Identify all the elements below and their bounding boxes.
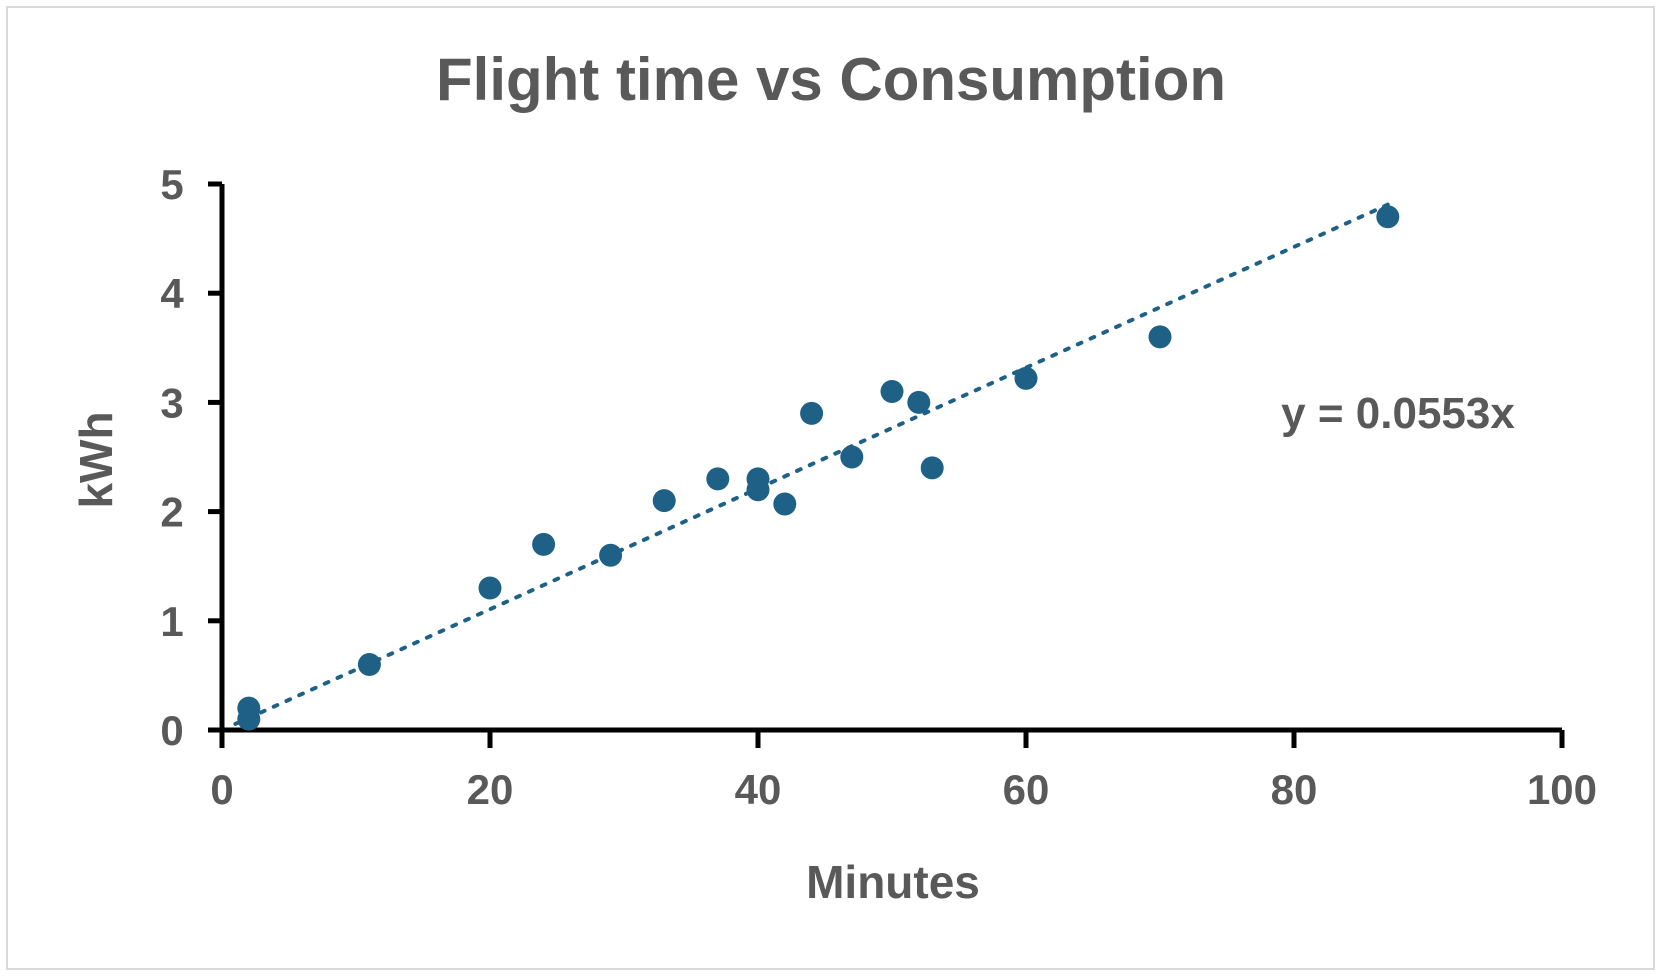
data-point: [357, 652, 381, 676]
data-point: [599, 543, 623, 567]
y-tick-label: 4: [160, 270, 184, 317]
trendline-equation: y = 0.0553x: [1281, 389, 1515, 438]
data-point: [1148, 325, 1172, 349]
chart-frame: [6, 6, 1655, 970]
x-tick-label: 40: [735, 766, 782, 813]
data-point: [706, 467, 730, 491]
data-point: [920, 456, 944, 480]
x-tick-label: 20: [467, 766, 514, 813]
data-point: [773, 492, 797, 516]
data-point: [880, 379, 904, 403]
data-point: [1014, 366, 1038, 390]
x-tick-label: 60: [1003, 766, 1050, 813]
data-point: [800, 401, 824, 425]
data-point: [746, 478, 770, 502]
data-point: [237, 707, 261, 731]
y-axis-title: kWh: [70, 411, 122, 508]
data-point: [1376, 205, 1400, 229]
data-point: [840, 445, 864, 469]
x-tick-label: 80: [1271, 766, 1318, 813]
x-tick-label: 0: [210, 766, 233, 813]
data-point: [532, 532, 556, 556]
y-tick-label: 3: [160, 379, 183, 426]
x-axis-title: Minutes: [806, 856, 980, 908]
data-point: [652, 489, 676, 513]
x-tick-label: 100: [1527, 766, 1597, 813]
y-tick-label: 0: [160, 707, 183, 754]
y-tick-label: 2: [160, 489, 183, 536]
y-tick-label: 5: [160, 161, 183, 208]
axes: [208, 181, 1565, 748]
trendline: [233, 202, 1390, 726]
y-tick-label: 1: [160, 598, 183, 645]
chart-title: Flight time vs Consumption: [436, 46, 1226, 113]
trendline-layer: [233, 202, 1390, 726]
data-point: [478, 576, 502, 600]
data-points: [237, 205, 1400, 731]
tick-labels: 0 20 40 60 80 100 0 1 2 3 4 5: [160, 161, 1597, 813]
data-point: [907, 390, 931, 414]
